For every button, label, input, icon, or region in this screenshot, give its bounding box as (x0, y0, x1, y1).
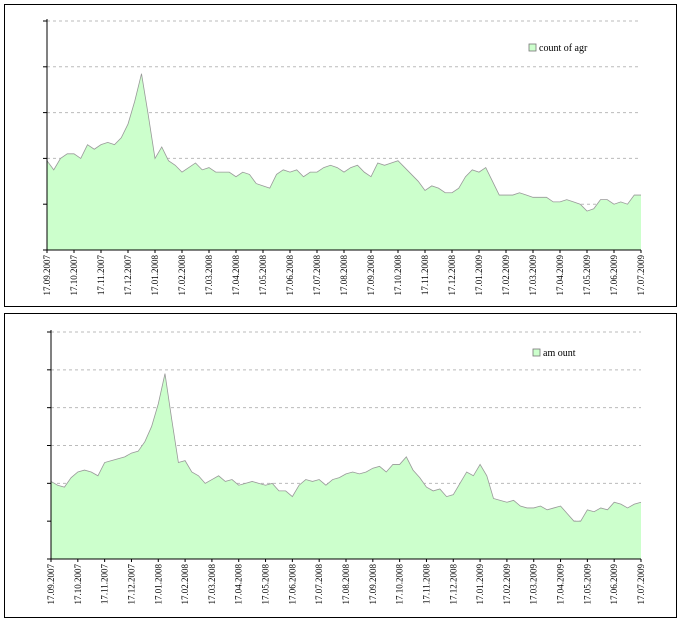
x-tick-label: 17.09.2008 (366, 255, 376, 296)
series-line (46, 73, 641, 212)
x-tick-label: 17.01.2009 (474, 255, 484, 296)
x-tick-label: 17.05.2008 (258, 255, 268, 296)
x-tick-label: 17.01.2008 (153, 564, 163, 605)
x-tick-label: 17.02.2009 (501, 255, 511, 296)
x-tick-label: 17.07.2008 (314, 564, 324, 605)
area-chart-amount: 17.09.2007 17.10.2007 17.11.2007 17.12.2007… (46, 330, 646, 605)
x-tick-label: 17.04.2008 (234, 564, 244, 605)
x-tick-label: 17.10.2007 (69, 255, 79, 296)
chart-panel-count-of-agr: 17.09.2007 17.10.2007 17.11.2007 17.12.2007… (4, 4, 677, 307)
x-tick-label: 17.03.2009 (529, 564, 539, 605)
x-tick-label: 17.12.2007 (123, 255, 133, 296)
x-tick-label: 17.10.2008 (393, 255, 403, 296)
x-tick-label: 17.09.2007 (42, 255, 52, 296)
x-tick-label: 17.01.2009 (475, 564, 485, 605)
x-tick-label: 17.07.2009 (636, 255, 646, 296)
chart-panel-amount: 17.09.2007 17.10.2007 17.11.2007 17.12.2007… (4, 313, 677, 618)
x-tick-label: 17.02.2008 (177, 255, 187, 296)
x-tick-label: 17.12.2007 (126, 564, 136, 605)
area-chart-count-of-agr: 17.09.2007 17.10.2007 17.11.2007 17.12.2007… (42, 19, 646, 296)
x-tick-label: 17.06.2009 (609, 564, 619, 605)
x-tick-label: 17.04.2009 (555, 255, 565, 296)
x-tick-label: 17.06.2008 (285, 255, 295, 296)
x-tick-label: 17.08.2008 (341, 564, 351, 605)
legend-swatch (532, 348, 541, 357)
x-tick-label: 17.08.2008 (339, 255, 349, 296)
x-tick-label: 17.01.2008 (150, 255, 160, 296)
series-area (47, 73, 641, 250)
x-tick-label: 17.07.2009 (636, 564, 646, 605)
legend-label: count of agr (539, 43, 588, 54)
series-area (51, 373, 641, 559)
x-tick-label: 17.11.2008 (420, 255, 430, 296)
x-tick-label: 17.04.2009 (556, 564, 566, 605)
x-tick-label: 17.03.2009 (528, 255, 538, 296)
x-tick-label: 17.05.2009 (582, 564, 592, 605)
x-tick-label: 17.10.2008 (395, 564, 405, 605)
x-tick-label: 17.05.2008 (261, 564, 271, 605)
x-tick-label: 17.06.2009 (609, 255, 619, 296)
x-tick-label: 17.07.2008 (312, 255, 322, 296)
x-tick-label: 17.12.2008 (447, 255, 457, 296)
series-line (50, 373, 642, 522)
x-tick-label: 17.06.2008 (287, 564, 297, 605)
legend-swatch (528, 43, 537, 52)
x-tick-label: 17.11.2007 (96, 255, 106, 296)
x-tick-label: 17.03.2008 (204, 255, 214, 296)
x-tick-label: 17.02.2009 (502, 564, 512, 605)
x-tick-label: 17.12.2008 (448, 564, 458, 605)
x-tick-label: 17.09.2008 (368, 564, 378, 605)
x-tick-label: 17.09.2007 (46, 564, 56, 605)
x-tick-label: 17.02.2008 (180, 564, 190, 605)
x-tick-label: 17.11.2007 (100, 564, 110, 605)
x-tick-label: 17.04.2008 (231, 255, 241, 296)
x-tick-label: 17.05.2009 (582, 255, 592, 296)
legend-label: am ount (543, 348, 576, 359)
x-tick-label: 17.03.2008 (207, 564, 217, 605)
x-tick-label: 17.10.2007 (73, 564, 83, 605)
x-tick-label: 17.11.2008 (421, 564, 431, 605)
